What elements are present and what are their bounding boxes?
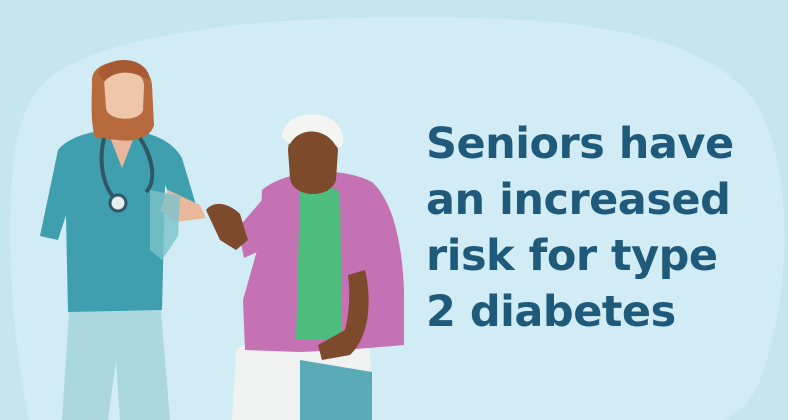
headline: Seniors have an increased risk for type … (426, 116, 776, 340)
nurse-figure (40, 60, 206, 420)
headline-line-3: risk for type (426, 231, 718, 281)
headline-line-4: 2 diabetes (426, 287, 676, 337)
headline-line-2: an increased (426, 175, 731, 225)
patient-figure (206, 114, 404, 420)
headline-line-1: Seniors have (426, 119, 734, 169)
illustration (40, 60, 404, 420)
